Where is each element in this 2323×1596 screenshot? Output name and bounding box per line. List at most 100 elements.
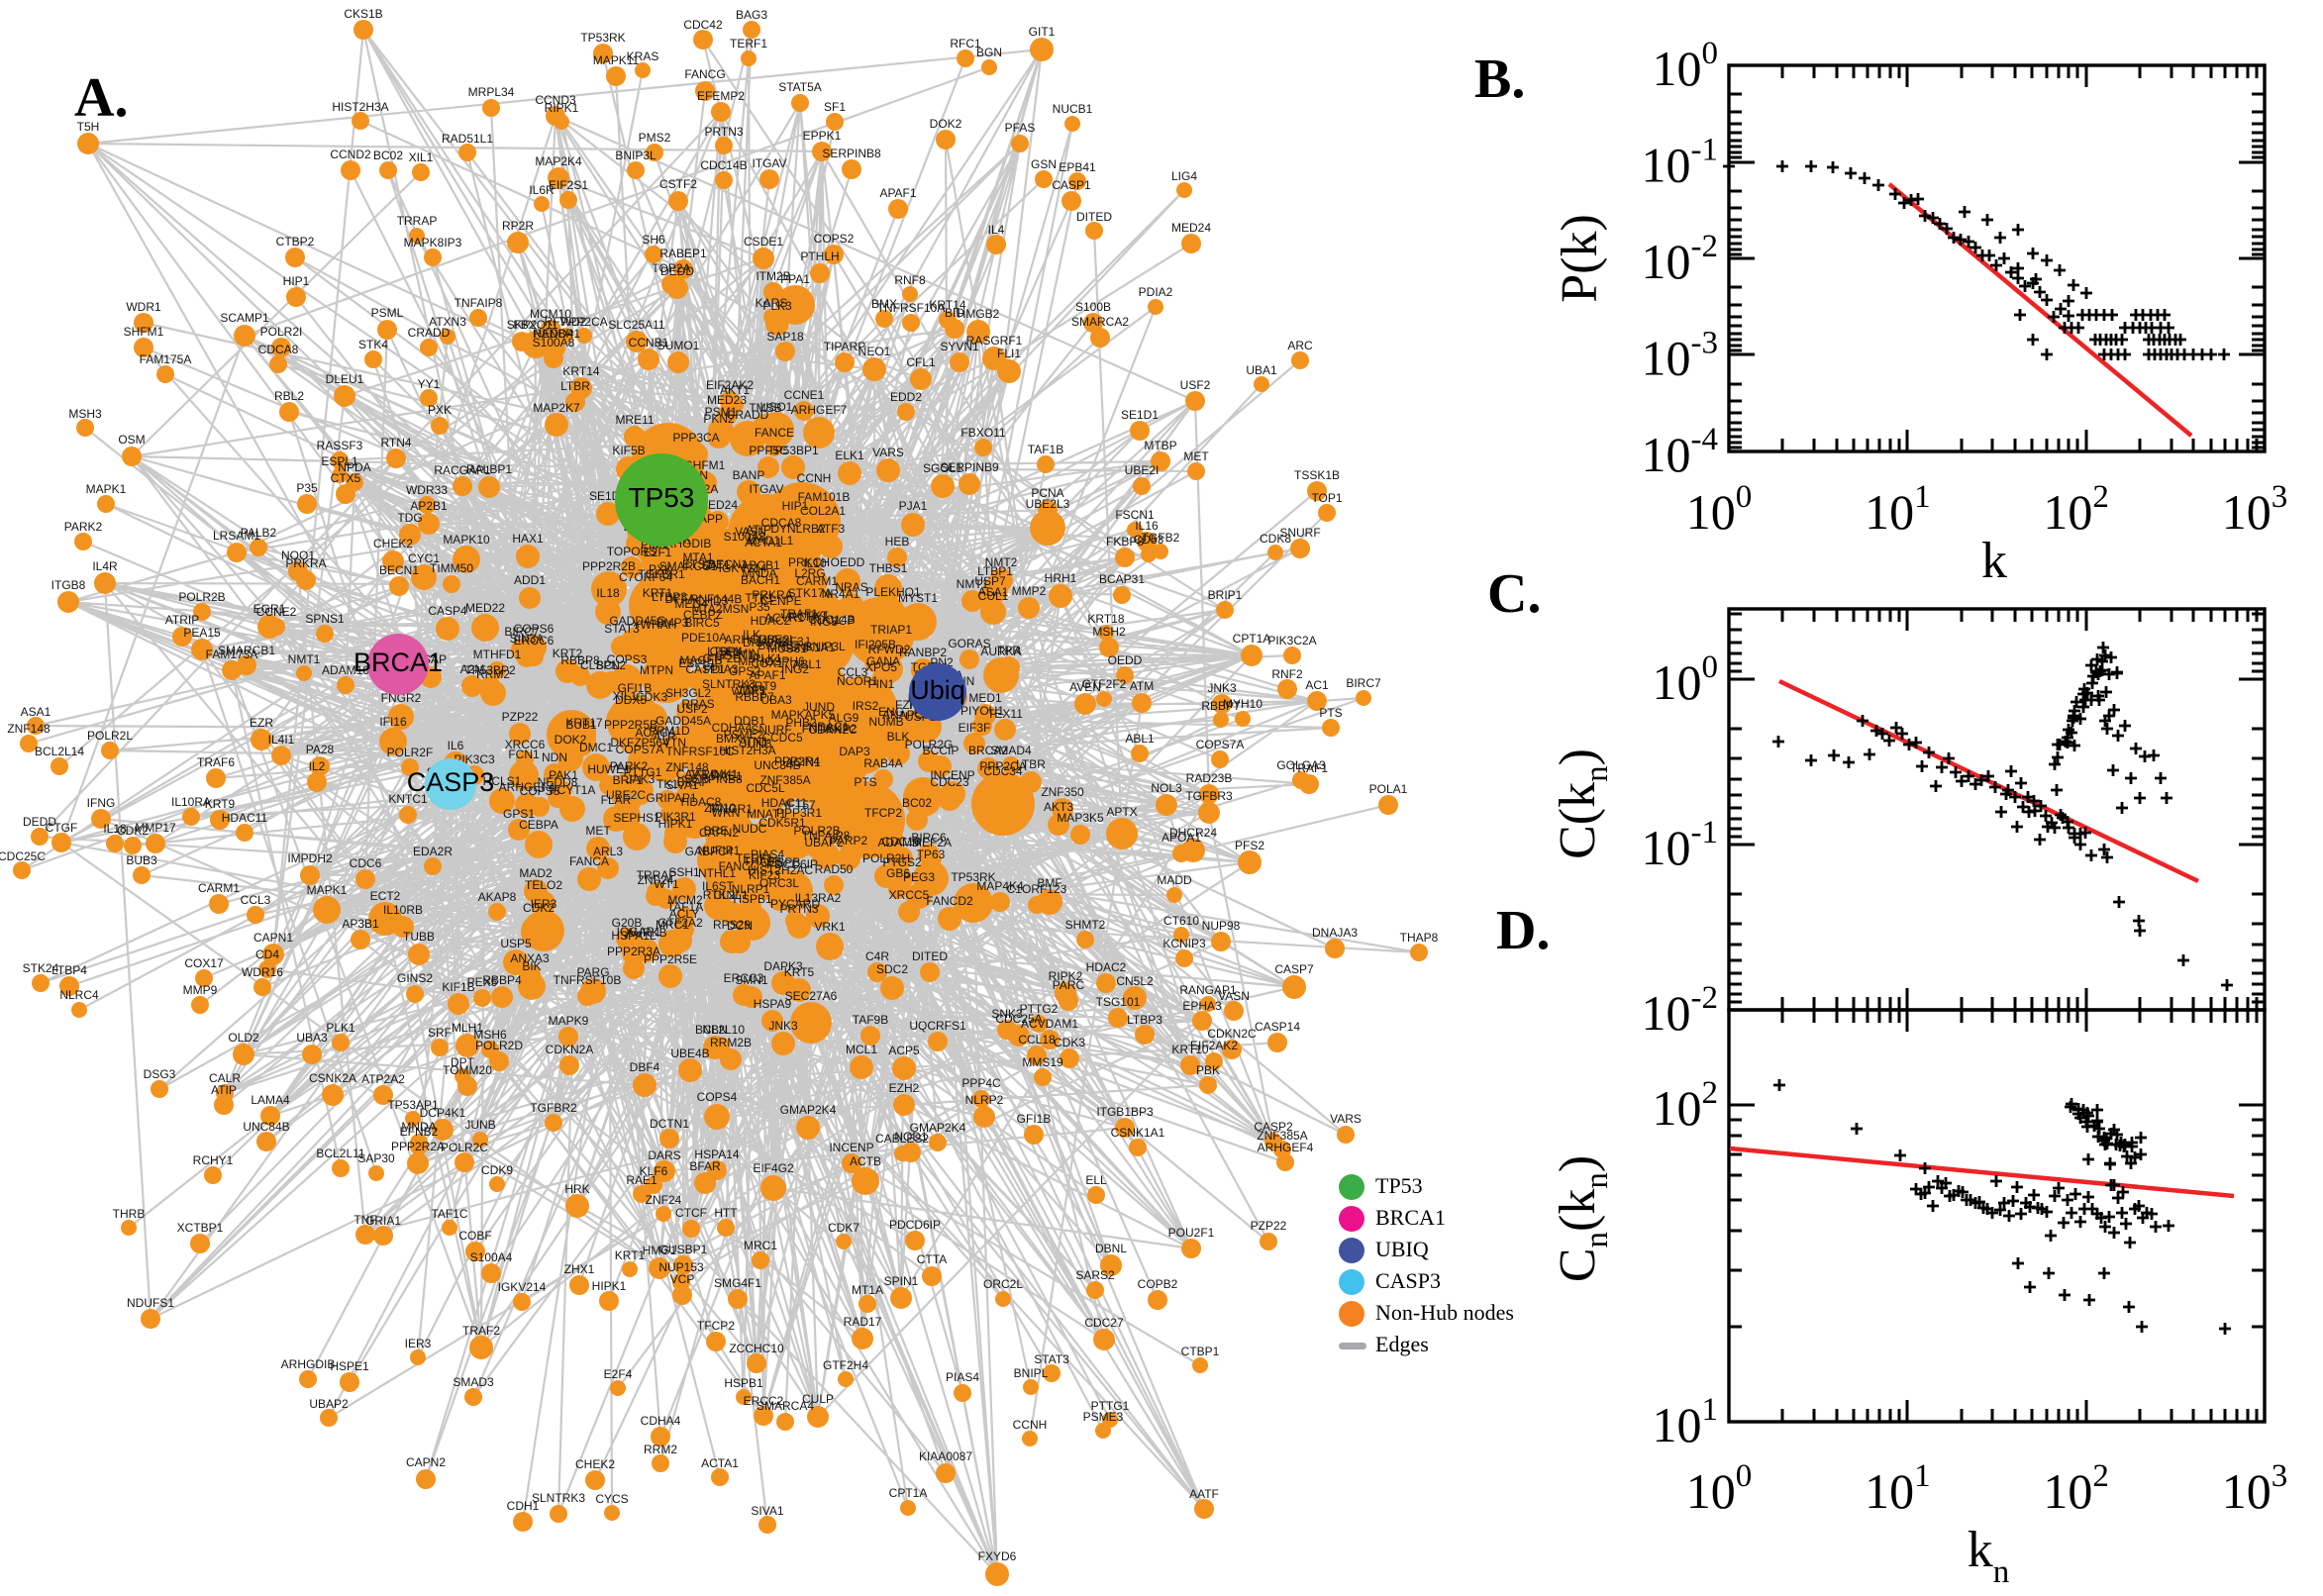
svg-text:10-1: 10-1 — [1642, 133, 1719, 193]
svg-text:CASP7: CASP7 — [1274, 962, 1314, 976]
svg-text:LAMA4: LAMA4 — [251, 1093, 290, 1107]
svg-text:COL2A1: COL2A1 — [800, 504, 846, 518]
svg-text:THBS1: THBS1 — [869, 561, 908, 575]
svg-text:DPT: DPT — [451, 1055, 475, 1069]
svg-text:ZNF385A: ZNF385A — [759, 773, 810, 787]
svg-text:ACIN1: ACIN1 — [785, 755, 821, 769]
svg-text:PALB2: PALB2 — [241, 526, 277, 540]
svg-text:PARK2: PARK2 — [610, 759, 649, 773]
svg-text:PSML: PSML — [371, 306, 404, 320]
svg-text:DITED: DITED — [1076, 210, 1112, 224]
svg-text:SIN3A: SIN3A — [510, 632, 545, 646]
svg-text:MAPK8IP3: MAPK8IP3 — [404, 236, 462, 249]
svg-text:SCAMP1: SCAMP1 — [220, 311, 269, 325]
svg-text:KARS: KARS — [756, 296, 788, 310]
svg-text:KLF6: KLF6 — [640, 1164, 668, 1178]
svg-text:IL6ST: IL6ST — [702, 879, 735, 893]
svg-text:EDD2: EDD2 — [890, 390, 922, 404]
svg-text:ACLY: ACLY — [669, 907, 699, 921]
svg-text:PRKRA: PRKRA — [285, 556, 326, 570]
svg-text:A.: A. — [74, 67, 128, 129]
svg-text:MMP9: MMP9 — [183, 983, 218, 997]
svg-text:MSH3: MSH3 — [68, 407, 102, 421]
svg-text:RCHY1: RCHY1 — [789, 610, 830, 624]
svg-text:GFI1B: GFI1B — [618, 681, 653, 695]
svg-text:CTTA: CTTA — [917, 1252, 947, 1266]
svg-text:TSG101: TSG101 — [1096, 995, 1141, 1009]
svg-text:FCN1: FCN1 — [508, 748, 540, 761]
svg-text:10-4: 10-4 — [1642, 422, 1719, 482]
svg-text:IL16: IL16 — [1135, 519, 1159, 533]
svg-text:IFNG: IFNG — [87, 796, 116, 810]
svg-text:TRAF1: TRAF1 — [780, 607, 818, 621]
svg-text:PEX5: PEX5 — [467, 975, 498, 989]
svg-text:KRT14: KRT14 — [929, 298, 965, 312]
svg-text:LTBP3: LTBP3 — [652, 590, 687, 604]
svg-text:CDKN2C: CDKN2C — [808, 723, 858, 737]
svg-text:BECN1: BECN1 — [708, 557, 748, 571]
svg-text:NLRP1: NLRP1 — [732, 882, 770, 896]
svg-text:ADAM10: ADAM10 — [322, 663, 369, 677]
svg-text:KIF1B: KIF1B — [442, 980, 474, 994]
svg-text:CCNH: CCNH — [797, 471, 832, 485]
svg-text:EPPK1: EPPK1 — [803, 129, 842, 143]
svg-text:BNIPL: BNIPL — [1014, 1366, 1049, 1380]
svg-text:Edges: Edges — [1375, 1332, 1429, 1356]
svg-text:PTTG2: PTTG2 — [1020, 1002, 1059, 1016]
svg-text:LTBR: LTBR — [560, 379, 590, 393]
svg-text:NLRP2: NLRP2 — [965, 1093, 1004, 1107]
svg-text:FAM101B: FAM101B — [798, 490, 851, 504]
svg-text:SSH1: SSH1 — [668, 865, 700, 879]
svg-text:EIF3J: EIF3J — [778, 635, 809, 648]
svg-text:TGFBR3: TGFBR3 — [1185, 789, 1233, 803]
svg-text:THAP8: THAP8 — [744, 854, 782, 868]
svg-text:HDAC1: HDAC1 — [809, 720, 850, 734]
svg-text:RANBP2: RANBP2 — [899, 646, 947, 659]
svg-text:RBBP7: RBBP7 — [1201, 699, 1241, 713]
svg-text:KRAS: KRAS — [627, 50, 659, 63]
svg-text:MMP2: MMP2 — [1012, 584, 1047, 598]
svg-text:PRTN3: PRTN3 — [779, 902, 818, 916]
svg-text:KIF23: KIF23 — [749, 868, 780, 882]
svg-text:SNURF: SNURF — [1279, 526, 1320, 540]
svg-text:WDR33: WDR33 — [406, 483, 448, 497]
svg-text:MTHFD1: MTHFD1 — [473, 648, 522, 661]
svg-text:YY1: YY1 — [418, 377, 441, 391]
svg-text:TOP2A: TOP2A — [652, 261, 690, 275]
svg-text:RANBP1: RANBP1 — [533, 327, 580, 341]
svg-text:GTF2H4: GTF2H4 — [823, 1358, 868, 1372]
svg-text:ITGB8: ITGB8 — [51, 578, 86, 592]
svg-text:PPP2R3A: PPP2R3A — [607, 945, 660, 958]
svg-text:PARK2: PARK2 — [64, 520, 103, 534]
svg-text:EIF3F: EIF3F — [959, 721, 991, 735]
svg-text:101: 101 — [1865, 479, 1931, 540]
svg-text:BCL2L14: BCL2L14 — [35, 745, 84, 758]
svg-text:APOA1: APOA1 — [1162, 831, 1201, 845]
svg-text:THRB: THRB — [113, 1207, 146, 1221]
svg-text:CUL1: CUL1 — [978, 589, 1009, 603]
svg-text:POLR2I: POLR2I — [260, 325, 303, 339]
svg-text:ALG9: ALG9 — [829, 711, 859, 725]
svg-text:ORC3L: ORC3L — [759, 876, 799, 890]
svg-text:CASP4: CASP4 — [428, 604, 467, 618]
svg-text:MPHOSPH6: MPHOSPH6 — [738, 654, 805, 668]
svg-text:MSH2: MSH2 — [1092, 625, 1126, 639]
svg-text:AC1: AC1 — [1305, 678, 1329, 692]
svg-text:BNIP3L: BNIP3L — [804, 640, 846, 653]
svg-text:NMT1: NMT1 — [288, 652, 321, 666]
svg-text:DSG3: DSG3 — [144, 1067, 176, 1081]
svg-text:KRT10: KRT10 — [1171, 1043, 1208, 1056]
svg-text:MET: MET — [585, 824, 611, 838]
svg-text:ARHGDIA: ARHGDIA — [725, 633, 779, 647]
svg-text:RIPK2: RIPK2 — [1049, 969, 1083, 983]
svg-text:PZP22: PZP22 — [1251, 1219, 1287, 1233]
svg-text:NPDA: NPDA — [338, 460, 370, 474]
svg-text:GABPC4: GABPC4 — [685, 845, 734, 858]
svg-text:MAPK10: MAPK10 — [443, 533, 490, 547]
svg-text:OEDD: OEDD — [831, 555, 865, 569]
svg-text:CHEK2: CHEK2 — [575, 1457, 615, 1471]
svg-text:OSM: OSM — [118, 433, 145, 447]
svg-text:FAM173A: FAM173A — [206, 648, 258, 661]
svg-text:CTGF: CTGF — [46, 821, 78, 835]
svg-text:FBXO11: FBXO11 — [960, 426, 1005, 440]
